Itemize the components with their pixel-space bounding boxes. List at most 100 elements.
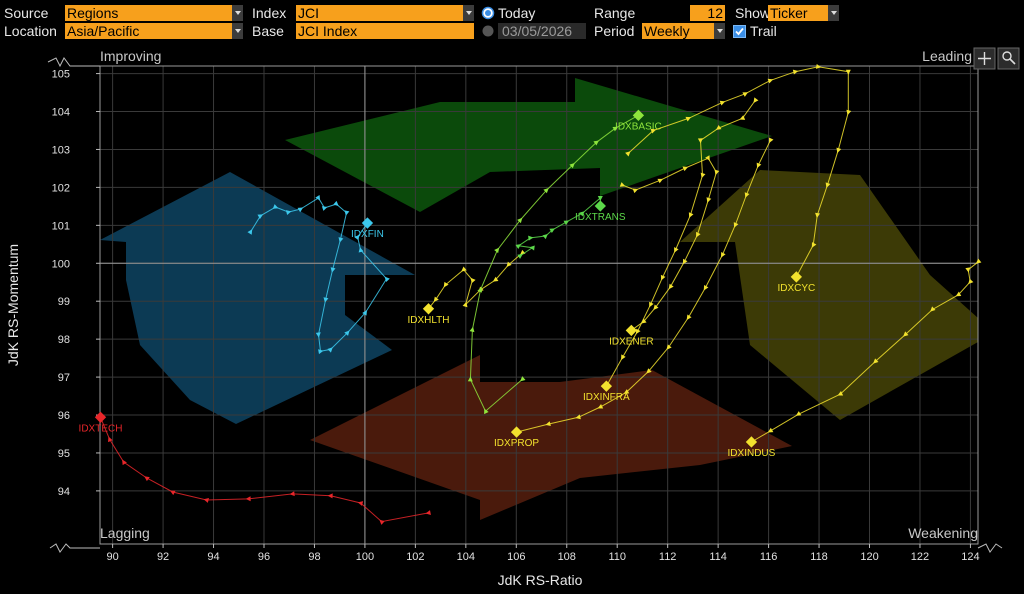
trail-point — [846, 109, 852, 116]
trail-line — [605, 100, 756, 387]
show-dropdown[interactable]: Ticker — [768, 5, 839, 21]
y-tick-label: 98 — [58, 334, 70, 346]
series-label: IDXINFRA — [583, 392, 630, 403]
trail-point — [768, 137, 774, 144]
trail-point — [569, 162, 575, 169]
x-tick-label: 96 — [258, 551, 270, 563]
index-dropdown[interactable]: JCI — [296, 5, 474, 21]
period-dropdown[interactable]: Weekly — [642, 23, 725, 39]
end-marker — [600, 380, 613, 392]
x-tick-label: 112 — [659, 551, 677, 563]
trail-point — [362, 310, 368, 316]
base-input[interactable]: JCI Index — [296, 23, 474, 39]
trail-point — [744, 192, 750, 198]
x-tick-label: 92 — [157, 551, 169, 563]
y-tick-label: 104 — [52, 107, 70, 119]
range-input[interactable]: 12 — [690, 5, 725, 21]
trail-point — [477, 287, 482, 293]
trail-point — [257, 214, 264, 220]
trail-point — [619, 182, 626, 187]
trail-point — [433, 296, 439, 303]
zoom-button[interactable] — [973, 47, 1020, 70]
grid — [100, 66, 978, 544]
trail-point — [520, 376, 526, 382]
x-tick-label: 94 — [207, 551, 219, 563]
trail-point — [272, 204, 279, 209]
x-tick-label: 98 — [308, 551, 320, 563]
trail-point — [315, 195, 321, 201]
y-tick-label: 99 — [58, 296, 70, 308]
field-label: Index — [252, 5, 287, 21]
trail-line — [517, 196, 601, 257]
trail-point — [443, 281, 449, 288]
lagging-arrow — [100, 172, 415, 424]
trail-point — [706, 197, 712, 203]
x-tick-label: 116 — [760, 551, 778, 563]
trail-point — [650, 128, 657, 134]
trail-point — [542, 233, 548, 240]
source-dropdown[interactable]: Regions — [65, 5, 243, 21]
end-marker — [361, 217, 374, 229]
trail-line — [428, 252, 523, 310]
crosshair-icon — [978, 52, 991, 65]
leading-arrow — [680, 170, 978, 420]
trail-point — [494, 247, 500, 254]
trail-point — [289, 491, 295, 497]
trail-point — [836, 147, 842, 154]
trail-point — [955, 291, 962, 297]
location-dropdown[interactable]: Asia/Pacific — [65, 23, 243, 39]
trail-point — [646, 368, 652, 374]
trail-point — [108, 436, 113, 443]
trail-point — [714, 169, 720, 176]
trail-point — [321, 206, 328, 211]
y-tick-label: 96 — [58, 410, 70, 422]
trail-point — [330, 267, 336, 273]
trail-point — [756, 162, 762, 169]
axis-breaks — [47, 57, 1003, 553]
trail-point — [247, 229, 253, 235]
y-tick-label: 100 — [52, 258, 70, 270]
trail-point — [144, 476, 150, 482]
magnifier-button[interactable] — [997, 47, 1020, 70]
trail-point — [719, 100, 726, 106]
x-tick-label: 110 — [608, 551, 626, 563]
end-marker — [790, 271, 803, 283]
trail-point — [515, 244, 522, 250]
trail-point — [327, 493, 333, 499]
trail-point — [653, 304, 659, 310]
trail-point — [825, 182, 831, 188]
trail-point — [549, 228, 555, 234]
field-value: Weekly — [644, 23, 690, 39]
trail-point — [462, 301, 468, 308]
y-tick-label: 102 — [52, 182, 70, 194]
y-tick-label: 103 — [52, 144, 70, 156]
y-tick-label: 101 — [52, 220, 70, 232]
trail-point — [529, 245, 535, 251]
trail-point — [666, 344, 672, 350]
trail-point — [492, 276, 499, 282]
weakening-arrow — [310, 355, 792, 520]
trail-point — [323, 297, 329, 303]
date-radio[interactable] — [481, 24, 495, 38]
radio-label: Today — [498, 5, 536, 21]
end-marker — [594, 200, 606, 212]
trail-checkbox[interactable] — [733, 25, 746, 38]
trail-point — [649, 301, 654, 308]
trail-point — [563, 220, 570, 226]
x-tick-label: 104 — [457, 551, 475, 563]
date-input[interactable]: 03/05/2026 — [498, 23, 586, 39]
trail-point — [815, 63, 822, 69]
trail-point — [543, 187, 549, 194]
field-label: Location — [4, 23, 57, 39]
trail-point — [657, 178, 664, 184]
trail-point — [469, 326, 475, 333]
trail-point — [597, 403, 604, 409]
today-radio[interactable] — [481, 6, 495, 20]
series-label: IDXCYC — [777, 283, 815, 294]
field-label: Range — [594, 5, 636, 21]
trail-point — [575, 414, 581, 420]
trail-point — [697, 138, 703, 144]
trail-point — [739, 115, 746, 120]
end-marker — [745, 436, 758, 448]
x-tick-label: 102 — [406, 551, 424, 563]
